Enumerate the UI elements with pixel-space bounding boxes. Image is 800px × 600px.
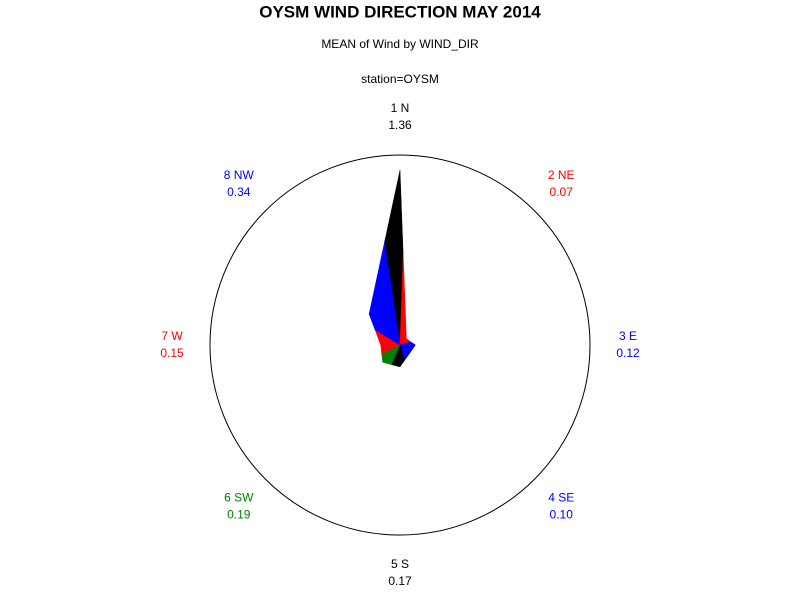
value-label: 0.12 [616,346,640,360]
chart-title: OYSM WIND DIRECTION MAY 2014 [259,2,541,21]
category-label: 1 N [391,101,410,115]
chart-subtitle: MEAN of Wind by WIND_DIR [321,37,479,51]
category-label: 7 W [161,329,183,343]
outer-circle [209,154,591,536]
star-slice [368,242,401,346]
value-label: 1.36 [388,118,412,132]
category-label: 4 SE [548,490,574,504]
category-label: 8 NW [224,168,255,182]
category-label: 3 E [619,329,637,343]
value-label: 0.17 [388,574,412,588]
value-label: 0.34 [227,185,251,199]
category-label: 2 NE [548,168,575,182]
value-label: 0.10 [550,507,574,521]
value-label: 0.07 [550,185,574,199]
category-label: 5 S [391,557,409,571]
value-label: 0.15 [160,346,184,360]
value-label: 0.19 [227,507,251,521]
group-label: station=OYSM [361,72,439,86]
category-label: 6 SW [224,490,254,504]
